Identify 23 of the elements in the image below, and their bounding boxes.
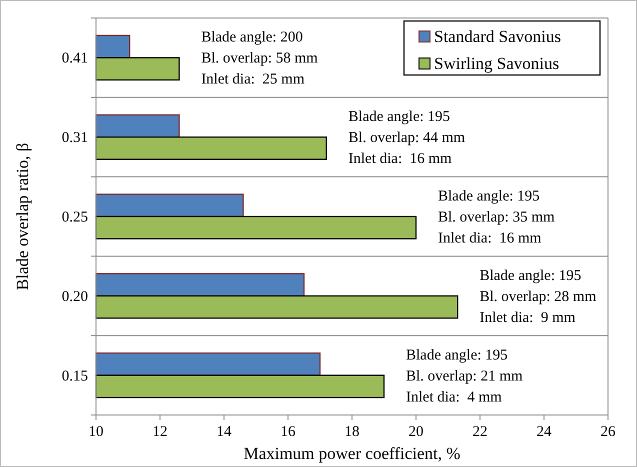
y-tick-label: 0.20 [62,288,88,305]
annotation: Blade angle: 195 Bl. overlap: 44 mm Inlet dia: 16 mm [348,109,466,168]
x-tick-label: 16 [280,424,296,440]
y-tick-label: 0.41 [62,50,88,67]
y-axis-title: Blade overlap ratio, β [13,142,32,290]
y-tick-label: 0.25 [62,210,88,226]
annotation: Blade angle: 195 Bl. overlap: 35 mm Inlet dia: 16 mm [438,188,555,246]
x-axis-title: Maximum power coefficient, % [244,444,460,463]
x-tick-label: 26 [600,424,616,440]
x-tick-label: 14 [216,424,232,440]
legend-label: Swirling Savonius [434,54,560,73]
y-tick-label: 0.31 [62,130,88,146]
x-tick-label: 10 [88,424,104,440]
annotation: Blade angle: 195 Bl. overlap: 28 mm Inlet dia: 9 mm [480,268,597,326]
y-tick-label: 0.15 [62,368,88,384]
x-tick-label: 12 [152,424,168,440]
legend-label: Standard Savonius [434,27,562,46]
x-tick-label: 18 [344,424,360,440]
x-tick-label: 24 [536,424,552,440]
annotation: Blade angle: 200 Bl. overlap: 58 mm Inlet dia: 25 mm [201,30,318,88]
x-tick-label: 20 [408,424,424,440]
x-tick-label: 22 [472,424,488,440]
annotation: Blade angle: 195 Bl. overlap: 21 mm Inlet dia: 4 mm [406,347,523,406]
